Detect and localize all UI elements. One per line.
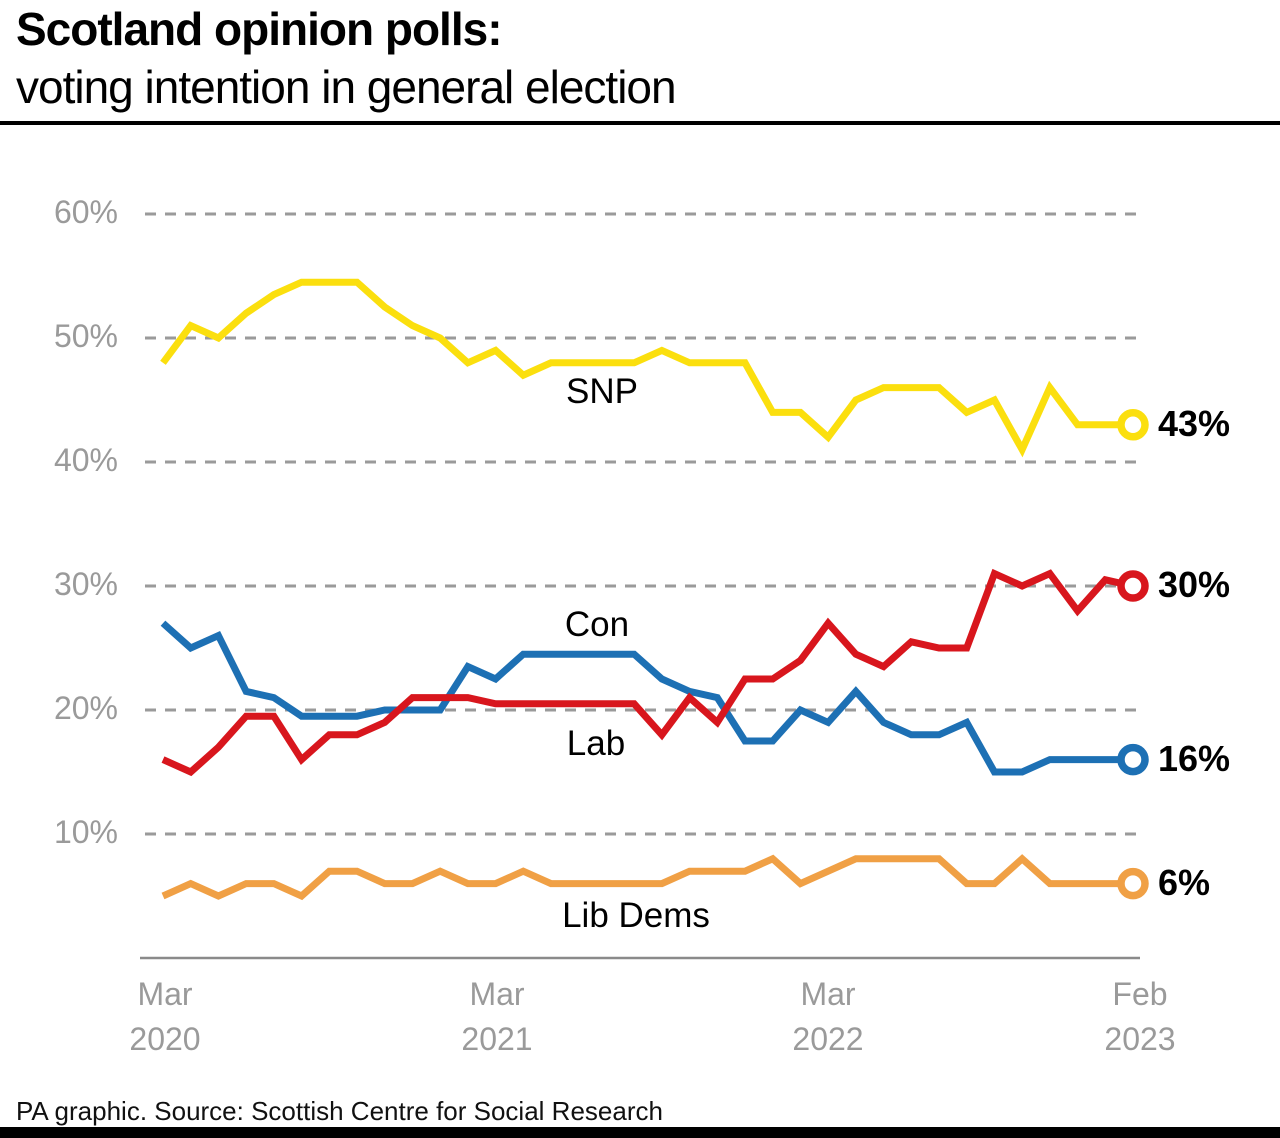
- y-tick-20: 20%: [53, 690, 118, 727]
- line-lib-dems: [161, 854, 1133, 901]
- x-tick-month: Mar: [469, 976, 525, 1012]
- end-value-con: 30%: [1158, 564, 1231, 606]
- end-value-snp: 43%: [1158, 403, 1231, 445]
- x-tick-month: Feb: [1112, 976, 1168, 1012]
- page-subtitle: voting intention in general election: [16, 61, 677, 113]
- x-tick-month: Mar: [137, 976, 193, 1012]
- series-label-libdems: Lib Dems: [562, 896, 710, 935]
- x-tick-feb-2023: Feb 2023: [1060, 972, 1220, 1062]
- end-value-lab: 16%: [1158, 738, 1231, 780]
- x-tick-year: 2021: [461, 1021, 533, 1057]
- page-title: Scotland opinion polls:: [16, 3, 503, 55]
- x-tick-mar-2020: Mar 2020: [85, 972, 245, 1062]
- line-lab: [160, 620, 1133, 776]
- y-tick-50: 50%: [53, 318, 118, 355]
- y-tick-60: 60%: [53, 194, 118, 231]
- y-tick-30: 30%: [53, 566, 118, 603]
- x-tick-year: 2023: [1104, 1021, 1176, 1057]
- series-label-snp: SNP: [566, 372, 638, 411]
- end-marker-con: [1117, 570, 1149, 602]
- x-tick-month: Mar: [800, 976, 856, 1012]
- y-tick-40: 40%: [53, 442, 118, 479]
- bottom-bar: [0, 1127, 1280, 1138]
- x-tick-mar-2021: Mar 2021: [417, 972, 577, 1062]
- end-marker-lib-dems: [1117, 867, 1149, 900]
- series-label-con: Con: [564, 605, 630, 644]
- end-marker-lab: [1117, 743, 1149, 776]
- x-tick-mar-2022: Mar 2022: [748, 972, 908, 1062]
- line-con: [161, 568, 1134, 777]
- x-tick-year: 2022: [792, 1021, 864, 1057]
- title-divider: [0, 121, 1280, 125]
- x-tick-year: 2020: [129, 1021, 201, 1057]
- end-marker-snp: [1117, 409, 1149, 441]
- source-credit: PA graphic. Source: Scottish Centre for …: [16, 1096, 663, 1126]
- y-tick-10: 10%: [53, 814, 118, 851]
- line-snp: [160, 278, 1133, 458]
- series-label-lab: Lab: [566, 724, 626, 763]
- end-value-libdems: 6%: [1158, 862, 1211, 904]
